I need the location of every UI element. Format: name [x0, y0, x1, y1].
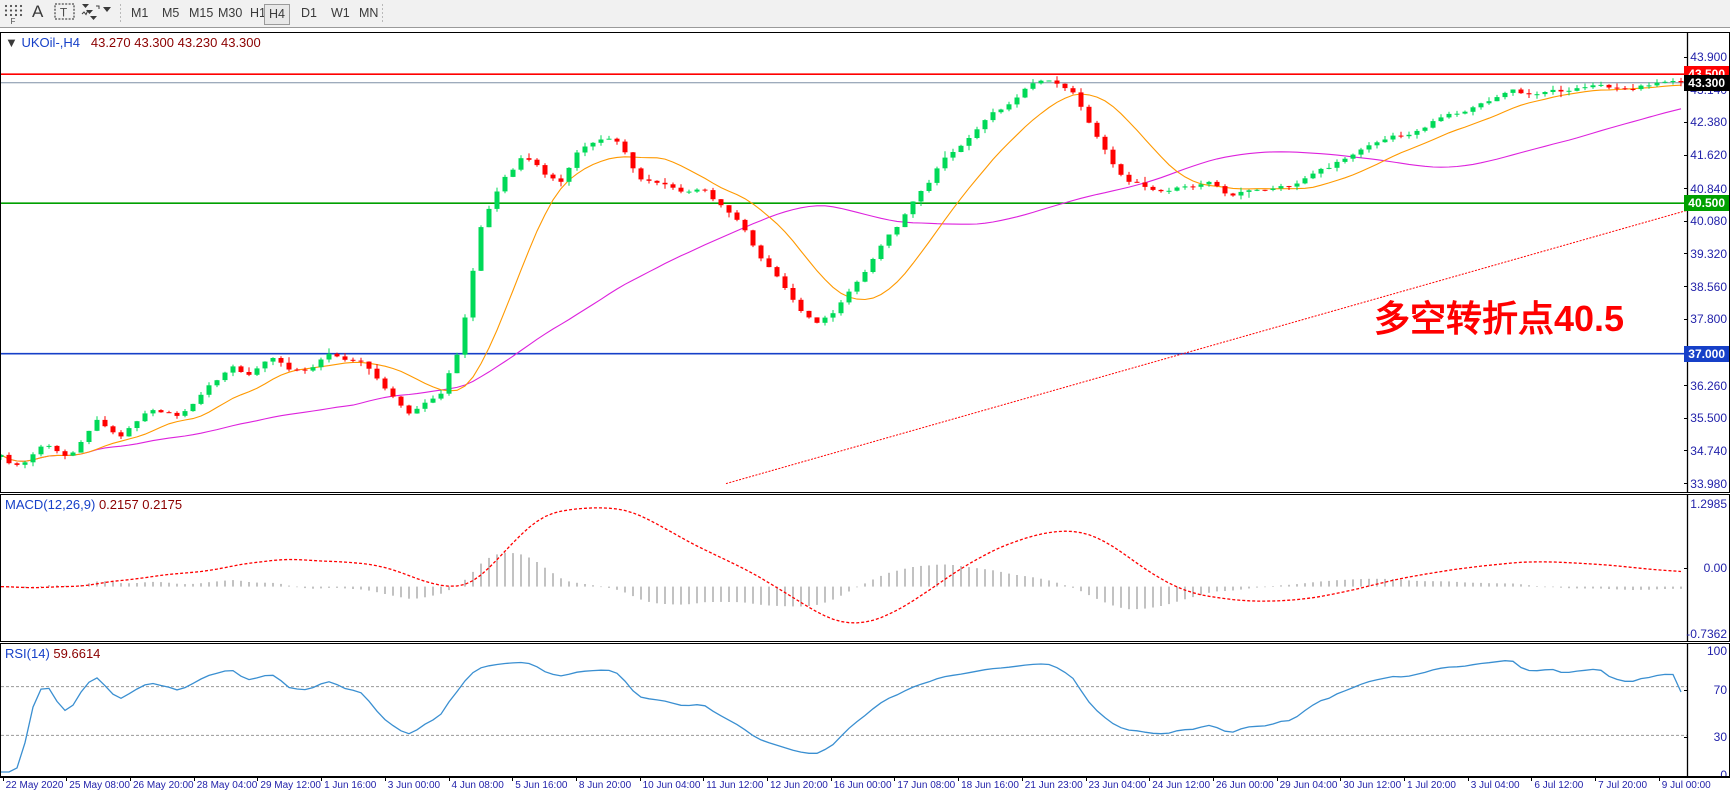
- svg-text:F: F: [11, 17, 16, 25]
- svg-text:多空转折点40.5: 多空转折点40.5: [1374, 298, 1624, 339]
- svg-text:T: T: [60, 6, 68, 20]
